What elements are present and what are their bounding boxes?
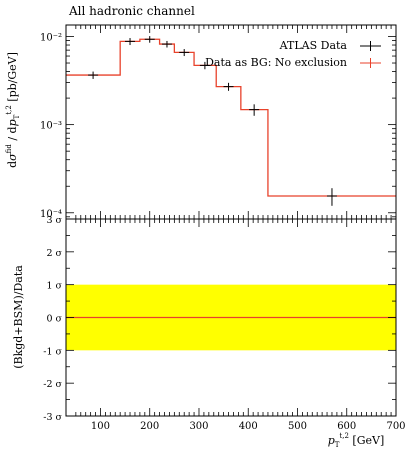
legend-label-model: Data as BG: No exclusion	[205, 56, 347, 69]
ratio-y-tick-label: -2 σ	[43, 379, 62, 390]
ratio-y-tick-label: 2 σ	[46, 248, 62, 259]
ratio-ylabel: (Bkgd+BSM)/Data	[12, 265, 25, 369]
x-tick-label: 100	[91, 421, 110, 432]
legend: ATLAS Data Data as BG: No exclusion	[205, 39, 381, 69]
x-tick-label: 200	[140, 421, 159, 432]
data-point	[88, 71, 99, 79]
data-point	[144, 36, 155, 43]
ratio-panel	[66, 284, 396, 351]
data-point	[199, 61, 210, 70]
data-point	[326, 188, 337, 206]
x-tick-label: 700	[386, 421, 405, 432]
chart-title: All hadronic channel	[68, 4, 195, 18]
ratio-y-tick-label: -1 σ	[43, 346, 62, 357]
ratio-y-tick-label: -3 σ	[43, 412, 62, 423]
main-frame	[65, 24, 397, 220]
data-point	[223, 82, 234, 91]
ratio-y-tick-label: 1 σ	[46, 281, 62, 292]
data-point	[125, 38, 136, 46]
x-tick-label: 600	[337, 421, 356, 432]
svg-text:dσfid / dpTt,2 [pb/GeV]: dσfid / dpTt,2 [pb/GeV]	[5, 52, 21, 168]
main-data-points	[88, 36, 337, 206]
main-axes: 10⁻⁴ 10⁻³ 10⁻²	[40, 24, 397, 220]
x-tick-label: 300	[189, 421, 208, 432]
x-tick-label: 400	[239, 421, 258, 432]
main-ylabel: dσfid / dpTt,2 [pb/GeV]	[5, 52, 21, 168]
data-point	[161, 40, 172, 48]
ratio-axes: -3 σ -2 σ -1 σ 0 σ 1 σ 2 σ 3 σ 100 200 300 400 500 6…	[43, 215, 405, 432]
ratio-y-tick-label: 0 σ	[46, 314, 62, 325]
y-tick-label: 10⁻⁴	[40, 209, 62, 220]
x-tick-label: 500	[288, 421, 307, 432]
xlabel: pTt,2 [GeV]	[328, 432, 385, 449]
y-tick-label: 10⁻³	[40, 121, 62, 132]
data-point	[249, 104, 260, 116]
y-tick-label: 10⁻²	[40, 32, 62, 43]
legend-label-data: ATLAS Data	[279, 39, 348, 52]
svg-text:pTt,2 [GeV]: pTt,2 [GeV]	[328, 432, 385, 449]
data-point	[179, 49, 190, 57]
ratio-y-tick-label: 3 σ	[46, 215, 62, 226]
